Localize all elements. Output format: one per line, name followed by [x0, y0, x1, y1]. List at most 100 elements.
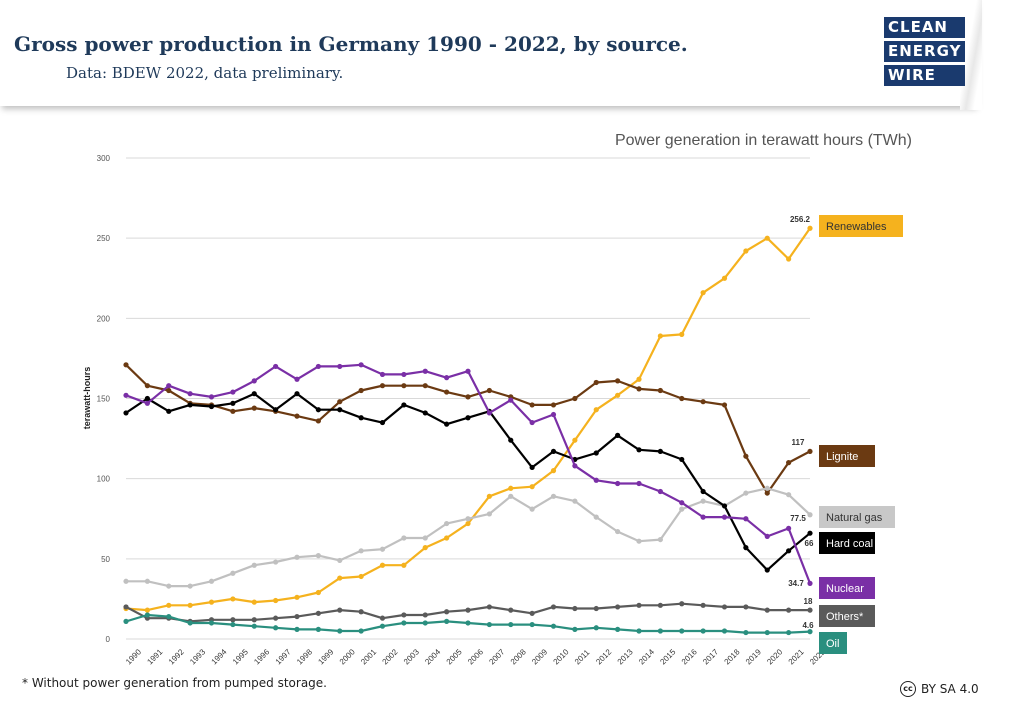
- data-point-lignite: [230, 408, 236, 414]
- data-point-lignite: [529, 402, 535, 408]
- data-point-renewables: [593, 407, 599, 413]
- data-point-lignite: [550, 402, 557, 408]
- data-point-oil: [679, 628, 685, 634]
- data-point-others: [743, 604, 749, 610]
- data-point-lignite: [764, 490, 770, 496]
- data-point-natural-gas: [208, 578, 215, 584]
- data-point-renewables: [550, 468, 557, 474]
- x-tick-label: 2001: [359, 647, 378, 666]
- data-point-oil: [743, 629, 749, 636]
- data-point-hard-coal: [764, 567, 770, 573]
- x-tick-label: 2012: [594, 647, 613, 666]
- data-point-oil: [144, 612, 150, 618]
- data-point-hard-coal: [529, 464, 535, 471]
- data-point-natural-gas: [358, 548, 364, 554]
- x-tick-label: 2016: [680, 647, 699, 666]
- x-tick-label: 2003: [402, 647, 421, 666]
- data-point-natural-gas: [465, 516, 471, 522]
- header-card: [0, 0, 975, 106]
- data-point-renewables: [700, 290, 706, 296]
- data-point-hard-coal: [657, 448, 663, 455]
- end-value-label-nuclear: 34.7: [788, 579, 804, 588]
- x-tick-label: 2010: [552, 647, 571, 666]
- clean-energy-wire-logo[interactable]: CLEAN ENERGY WIRE: [884, 17, 966, 89]
- data-point-lignite: [807, 448, 813, 455]
- data-point-nuclear: [721, 514, 728, 520]
- data-point-oil: [508, 621, 514, 628]
- x-tick-label: 2018: [723, 647, 742, 666]
- data-point-lignite: [636, 386, 642, 392]
- license-badge[interactable]: cc BY SA 4.0: [900, 681, 979, 697]
- data-point-lignite: [294, 413, 300, 419]
- data-point-natural-gas: [743, 490, 749, 496]
- data-point-oil: [230, 621, 236, 628]
- data-point-nuclear: [593, 477, 599, 483]
- y-tick-label: 300: [97, 154, 111, 163]
- data-point-oil: [615, 626, 621, 632]
- series-legend-labels: Renewables 256.2 Lignite 117 Natural gas 77.5…: [788, 215, 903, 654]
- logo-line-energy: ENERGY: [884, 41, 966, 62]
- data-point-oil: [465, 620, 471, 626]
- data-point-lignite: [786, 460, 792, 466]
- data-point-renewables: [315, 589, 321, 596]
- data-point-nuclear: [187, 391, 193, 397]
- data-point-nuclear: [700, 514, 706, 520]
- data-point-nuclear: [251, 378, 257, 384]
- end-value-label-hard-coal: 66: [805, 539, 814, 548]
- series-line-lignite: [125, 364, 811, 495]
- logo-line-wire: WIRE: [884, 65, 966, 86]
- data-point-nuclear: [230, 389, 236, 395]
- legend-label-others: Others*: [826, 611, 864, 623]
- data-point-others: [786, 607, 792, 613]
- y-tick-labels: 0 50 100 150 200 250 300: [97, 154, 111, 644]
- data-point-natural-gas: [187, 583, 193, 589]
- data-point-hard-coal: [187, 402, 193, 408]
- data-point-natural-gas: [273, 559, 279, 565]
- data-point-renewables: [807, 225, 813, 231]
- data-point-oil: [401, 620, 407, 626]
- y-tick-label: 200: [97, 314, 111, 323]
- data-point-nuclear: [444, 375, 450, 381]
- data-point-lignite: [465, 394, 471, 400]
- data-point-lignite: [657, 387, 663, 394]
- data-point-hard-coal: [807, 530, 813, 536]
- data-point-renewables: [422, 545, 428, 551]
- data-point-natural-gas: [422, 535, 428, 541]
- data-point-lignite: [166, 387, 172, 394]
- data-point-others: [636, 602, 642, 608]
- x-tick-label: 2007: [487, 647, 506, 666]
- data-point-nuclear: [358, 362, 364, 368]
- data-point-hard-coal: [358, 415, 364, 421]
- data-point-oil: [315, 626, 321, 632]
- data-point-oil: [166, 613, 172, 620]
- data-point-renewables: [721, 275, 728, 281]
- legend-label-lignite: Lignite: [826, 451, 858, 463]
- data-point-hard-coal: [444, 421, 450, 427]
- data-point-hard-coal: [166, 408, 172, 414]
- data-point-renewables: [764, 235, 770, 241]
- data-point-oil: [208, 620, 215, 626]
- data-point-others: [379, 615, 386, 621]
- legend-box-lignite: [819, 445, 875, 467]
- data-point-natural-gas: [294, 554, 300, 560]
- data-point-others: [508, 607, 514, 613]
- data-point-hard-coal: [786, 548, 792, 554]
- data-point-oil: [786, 629, 792, 636]
- data-point-nuclear: [465, 368, 471, 374]
- legend-label-oil: Oil: [826, 638, 839, 650]
- footnote: * Without power generation from pumped s…: [22, 676, 327, 690]
- data-point-oil: [358, 628, 364, 634]
- x-tick-label: 2011: [573, 647, 592, 666]
- data-point-nuclear: [486, 410, 492, 416]
- data-point-natural-gas: [337, 557, 343, 564]
- legend-box-hard-coal: [819, 532, 875, 554]
- data-point-hard-coal: [379, 419, 386, 426]
- data-point-natural-gas: [529, 506, 535, 512]
- data-point-renewables: [208, 599, 215, 605]
- data-point-natural-gas: [764, 485, 770, 491]
- data-point-natural-gas: [657, 536, 663, 543]
- data-point-lignite: [358, 387, 364, 394]
- data-point-renewables: [273, 597, 279, 604]
- x-tick-label: 2008: [509, 647, 528, 666]
